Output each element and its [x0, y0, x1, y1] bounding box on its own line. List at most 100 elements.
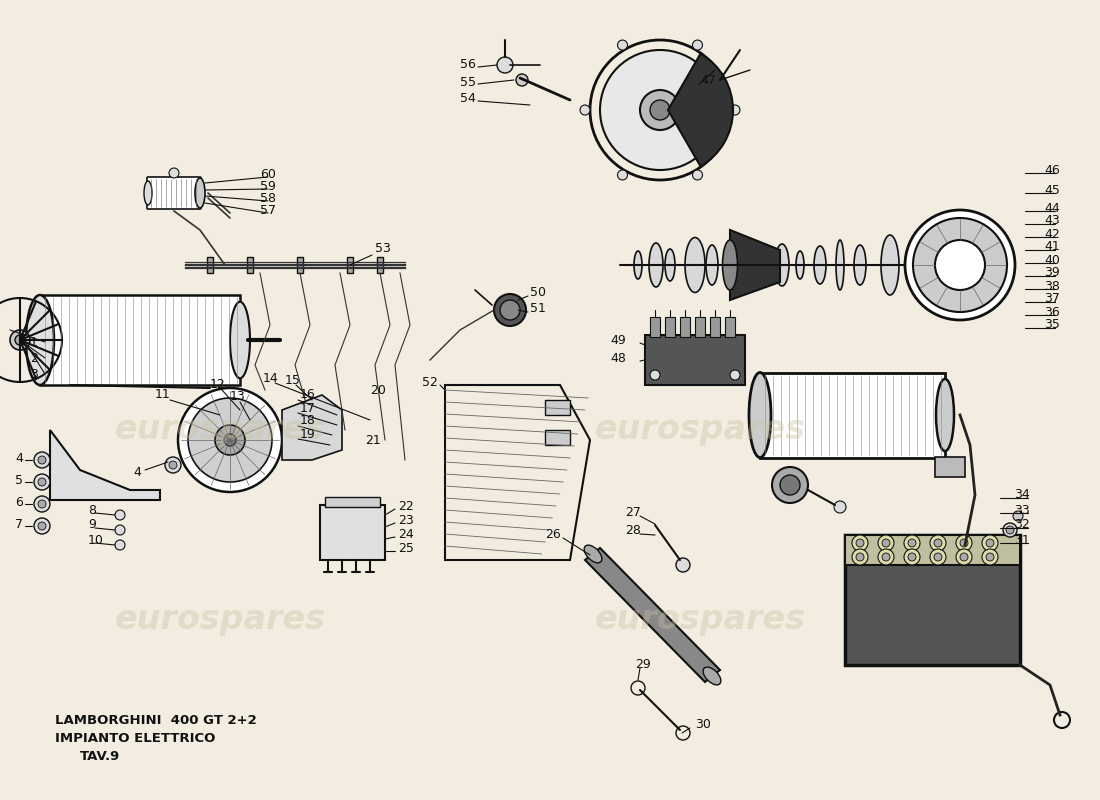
Bar [320, 505, 385, 560]
Bar [695, 317, 705, 337]
Bar [544, 400, 570, 415]
Text: 43: 43 [1044, 214, 1060, 227]
Circle shape [905, 210, 1015, 320]
Text: 28: 28 [625, 523, 641, 537]
Ellipse shape [26, 295, 54, 385]
Text: 45: 45 [1044, 183, 1060, 197]
Text: 19: 19 [300, 427, 316, 441]
Circle shape [904, 549, 920, 565]
Bar [760, 373, 945, 458]
Text: 42: 42 [1044, 227, 1060, 241]
Text: 60: 60 [260, 167, 276, 181]
FancyBboxPatch shape [147, 177, 201, 209]
Circle shape [600, 50, 720, 170]
Circle shape [617, 40, 627, 50]
Text: 53: 53 [375, 242, 390, 254]
Circle shape [730, 105, 740, 115]
Bar [377, 257, 383, 273]
Circle shape [650, 370, 660, 380]
Circle shape [178, 388, 282, 492]
Circle shape [934, 539, 942, 547]
Text: 29: 29 [635, 658, 651, 671]
Text: 40: 40 [1044, 254, 1060, 266]
Circle shape [516, 74, 528, 86]
Text: 15: 15 [285, 374, 301, 386]
Text: 48: 48 [610, 351, 626, 365]
Text: 46: 46 [1044, 163, 1060, 177]
Circle shape [930, 535, 946, 551]
Text: 49: 49 [610, 334, 626, 346]
Text: 52: 52 [422, 375, 438, 389]
Text: 58: 58 [260, 191, 276, 205]
Text: 59: 59 [260, 179, 276, 193]
Bar [297, 257, 302, 273]
Polygon shape [585, 548, 720, 682]
Circle shape [617, 170, 627, 180]
Text: 47: 47 [700, 74, 716, 86]
Circle shape [986, 539, 994, 547]
Text: 9: 9 [88, 518, 96, 531]
Circle shape [882, 539, 890, 547]
Circle shape [214, 425, 245, 455]
Text: TAV.9: TAV.9 [80, 750, 120, 762]
Ellipse shape [230, 302, 250, 378]
Circle shape [34, 474, 50, 490]
Bar [710, 317, 720, 337]
Bar [207, 257, 213, 273]
Text: eurospares: eurospares [114, 414, 326, 446]
Circle shape [834, 501, 846, 513]
Bar [544, 430, 570, 445]
Circle shape [780, 475, 800, 495]
Ellipse shape [144, 181, 152, 205]
Circle shape [188, 398, 272, 482]
Ellipse shape [814, 246, 826, 284]
Text: 55: 55 [460, 75, 476, 89]
Text: 20: 20 [370, 383, 386, 397]
Wedge shape [668, 54, 733, 166]
Circle shape [913, 218, 1007, 312]
Text: 41: 41 [1044, 241, 1060, 254]
Text: 7: 7 [15, 518, 23, 530]
Circle shape [960, 553, 968, 561]
Ellipse shape [726, 248, 734, 282]
Ellipse shape [836, 240, 844, 290]
Circle shape [116, 525, 125, 535]
Circle shape [116, 510, 125, 520]
Circle shape [169, 168, 179, 178]
Text: 36: 36 [1044, 306, 1060, 318]
Polygon shape [50, 430, 160, 500]
Ellipse shape [706, 245, 718, 285]
Text: LAMBORGHINI  400 GT 2+2: LAMBORGHINI 400 GT 2+2 [55, 714, 256, 726]
Text: 23: 23 [398, 514, 414, 526]
Circle shape [224, 434, 236, 446]
Bar [725, 317, 735, 337]
Circle shape [116, 540, 125, 550]
Circle shape [497, 57, 513, 73]
Text: 35: 35 [1044, 318, 1060, 331]
Circle shape [640, 90, 680, 130]
Text: 6: 6 [15, 495, 23, 509]
Circle shape [908, 553, 916, 561]
Text: 13: 13 [230, 390, 245, 403]
Text: 4: 4 [15, 451, 23, 465]
Text: 26: 26 [544, 529, 561, 542]
Ellipse shape [881, 235, 899, 295]
Text: 37: 37 [1044, 293, 1060, 306]
Circle shape [1003, 523, 1018, 537]
Circle shape [676, 558, 690, 572]
Text: 11: 11 [155, 389, 170, 402]
Circle shape [1006, 526, 1014, 534]
Text: 4: 4 [133, 466, 141, 479]
Text: 33: 33 [1014, 503, 1030, 517]
Circle shape [169, 461, 177, 469]
Text: 1: 1 [30, 335, 37, 349]
Bar [845, 535, 1020, 565]
Circle shape [693, 40, 703, 50]
Text: 44: 44 [1044, 202, 1060, 214]
Circle shape [39, 522, 46, 530]
Circle shape [580, 105, 590, 115]
Ellipse shape [666, 249, 675, 281]
Circle shape [956, 549, 972, 565]
Polygon shape [730, 230, 780, 300]
Text: 3: 3 [30, 367, 37, 381]
